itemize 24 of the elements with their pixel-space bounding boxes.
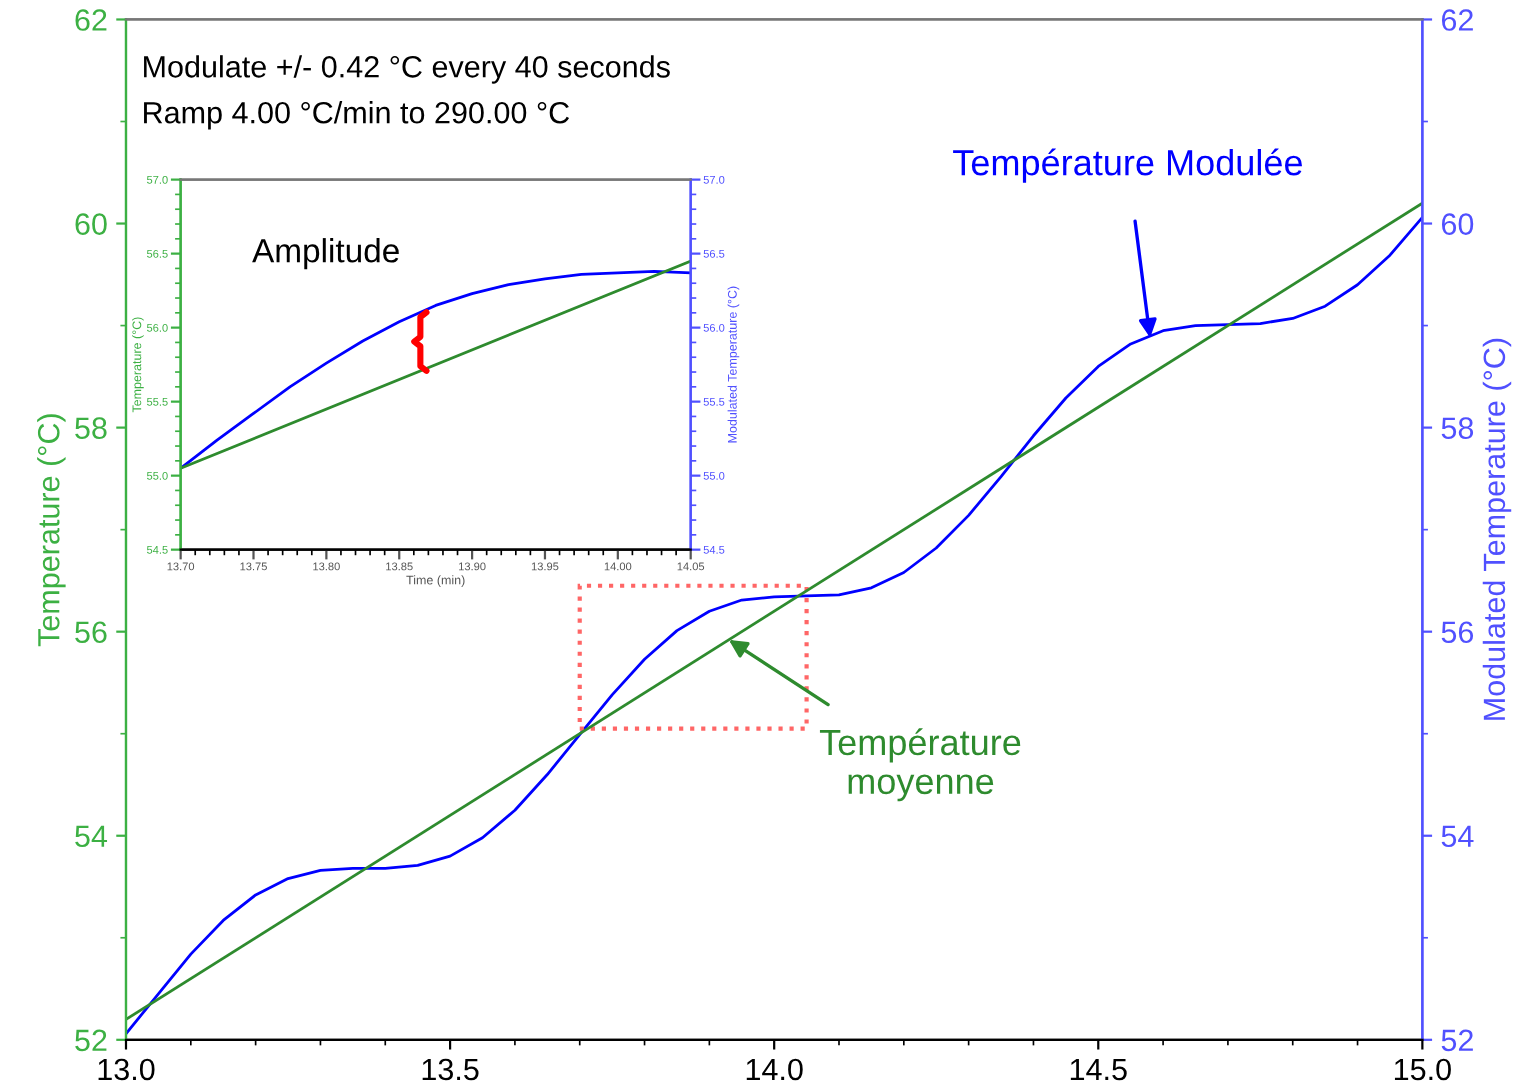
- y-tick-label: 52: [75, 1029, 107, 1052]
- annotation: Ramp 4.00 °C/min to 290.00 °C: [144, 101, 570, 130]
- y-tick-label: 58: [75, 417, 107, 439]
- x-tick-label: 14.0: [746, 1058, 803, 1081]
- y-tick-label: 54: [75, 825, 108, 848]
- y2-tick-label: 56: [1441, 621, 1474, 644]
- x-tick-label: 13.0: [98, 1058, 155, 1081]
- y2-tick-label: 62: [1441, 9, 1473, 31]
- y-tick-label: 62: [75, 9, 107, 31]
- y-axis-title: Temperature (°C): [37, 414, 66, 647]
- annotation: Température moyenne: [819, 728, 1021, 802]
- y2-tick-label: 58: [1441, 417, 1474, 439]
- annotation: Amplitude: [252, 238, 399, 270]
- x-tick-label: 15.0: [1394, 1058, 1451, 1081]
- y-tick-label: 60: [75, 213, 107, 235]
- x-tick-label: 13.5: [422, 1058, 479, 1081]
- annotation: Modulate +/- 0.42 °C every 40 seconds: [144, 55, 670, 84]
- x-tick-label: 14.5: [1070, 1058, 1127, 1081]
- y2-axis-title: Modulated Temperature (°C): [1482, 338, 1512, 720]
- y2-tick-label: 60: [1441, 213, 1474, 235]
- annotation: Température Modulée: [953, 148, 1302, 183]
- y2-tick-label: 52: [1441, 1029, 1473, 1052]
- y-tick-label: 56: [75, 621, 107, 644]
- y2-tick-label: 54: [1441, 825, 1474, 848]
